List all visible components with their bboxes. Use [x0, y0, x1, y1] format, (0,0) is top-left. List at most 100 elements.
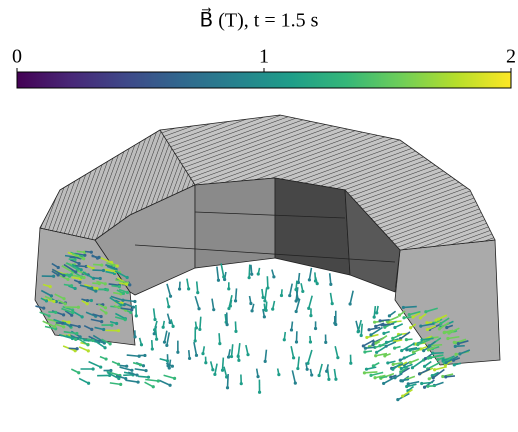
arrow-head: [112, 264, 115, 267]
arrow-head: [229, 304, 232, 307]
arrow-head: [171, 365, 174, 368]
arrow-head: [115, 322, 118, 325]
arrow-head: [416, 343, 419, 346]
arrow-head: [75, 332, 78, 335]
vector-arrow: [384, 378, 394, 384]
arrow-head: [83, 254, 86, 257]
vector-arrow: [120, 367, 132, 370]
arrow-head: [246, 353, 249, 356]
arrow-head: [87, 349, 90, 352]
arrow-head: [135, 314, 138, 317]
arrow-head: [290, 328, 293, 331]
arrow-head: [422, 349, 425, 352]
vector-arrow: [110, 383, 121, 384]
arrow-head: [400, 367, 403, 370]
tick-label: 2: [506, 46, 516, 68]
arrow-head: [163, 341, 166, 344]
arrow-head: [188, 357, 191, 360]
arrow-head: [349, 302, 352, 305]
arrow-head: [445, 361, 448, 364]
arrow-head: [124, 377, 127, 380]
arrow-head: [408, 349, 411, 352]
vector-arrow: [361, 324, 362, 336]
arrow-head: [261, 296, 264, 299]
arrow-head: [126, 291, 129, 294]
arrow-head: [117, 363, 120, 366]
arrow-head: [78, 281, 81, 284]
arrow-head: [409, 326, 412, 329]
arrow-head: [382, 382, 385, 385]
arrow-head: [136, 380, 139, 383]
arrow-head: [294, 288, 297, 291]
arrow-head: [391, 337, 394, 340]
arrow-head: [392, 363, 395, 366]
arrow-head: [363, 350, 366, 353]
vector-arrow: [265, 288, 267, 301]
arrow-head: [446, 337, 449, 340]
arrow-head: [196, 291, 199, 294]
arrow-head: [280, 294, 283, 297]
arrow-head: [409, 361, 412, 364]
arrow-head: [119, 383, 122, 386]
vector-arrow: [167, 284, 171, 296]
vector-arrow: [404, 353, 415, 358]
arrow-head: [386, 361, 389, 364]
arrow-head: [77, 306, 80, 309]
arrow-head: [426, 328, 429, 331]
vector-arrow: [403, 307, 416, 308]
arrow-head: [419, 325, 422, 328]
vector-arrow: [433, 353, 444, 354]
arrow-head: [218, 342, 221, 345]
arrow-head: [94, 289, 97, 292]
arrow-head: [317, 374, 320, 377]
arrow-head: [433, 368, 436, 371]
vector-arrow: [298, 357, 299, 369]
arrow-head: [295, 310, 298, 313]
arrow-head: [197, 307, 200, 310]
arrow-head: [419, 316, 422, 319]
arrow-head: [162, 326, 165, 329]
arrow-head: [74, 287, 77, 290]
arrow-head: [427, 348, 430, 351]
arrow-head: [364, 347, 367, 350]
arrow-head: [307, 307, 310, 310]
arrow-head: [76, 347, 79, 350]
arrow-head: [453, 363, 456, 366]
vector-arrow: [420, 369, 430, 374]
arrow-head: [165, 344, 168, 347]
vector-arrow: [232, 344, 233, 356]
vector-arrow: [319, 364, 322, 376]
arrow-head: [435, 318, 438, 321]
vector-arrow: [331, 293, 333, 304]
arrow-head: [296, 367, 299, 370]
vector-arrow: [309, 296, 312, 309]
arrow-head: [405, 338, 408, 341]
arrow-head: [237, 359, 240, 362]
arrow-head: [301, 290, 304, 293]
arrow-head: [420, 338, 423, 341]
vector-arrow: [79, 378, 89, 383]
arrow-head: [308, 278, 311, 281]
arrow-head: [373, 376, 376, 379]
arrow-head: [50, 294, 53, 297]
arrow-head: [426, 385, 429, 388]
arrow-head: [441, 375, 444, 378]
arrow-head: [369, 333, 372, 336]
arrow-head: [62, 325, 65, 328]
vector-arrow: [167, 332, 169, 345]
arrow-head: [222, 275, 225, 278]
arrow-head: [81, 315, 84, 318]
arrow-head: [77, 371, 80, 374]
arrow-head: [53, 325, 56, 328]
arrow-head: [393, 347, 396, 350]
arrow-head: [431, 352, 434, 355]
arrow-head: [393, 376, 396, 379]
arrow-head: [428, 377, 431, 380]
arrow-head: [121, 299, 124, 302]
arrow-head: [378, 319, 381, 322]
arrow-head: [367, 328, 370, 331]
vector-arrow: [194, 342, 197, 355]
inner-wall: [195, 178, 275, 268]
vector-arrow: [350, 291, 353, 304]
arrow-head: [263, 299, 266, 302]
